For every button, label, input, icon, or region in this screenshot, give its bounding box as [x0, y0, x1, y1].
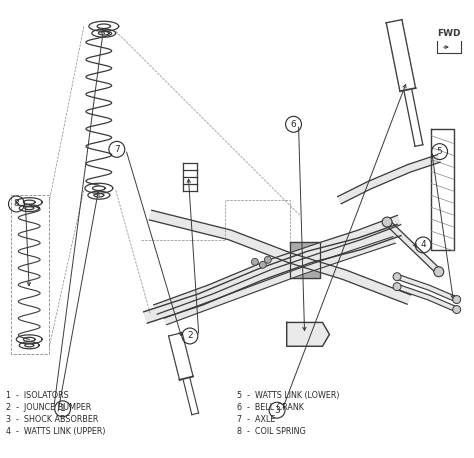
Text: 7  -  AXLE: 7 - AXLE [237, 415, 275, 424]
Text: 5: 5 [437, 147, 443, 156]
Text: 5  -  WATTS LINK (LOWER): 5 - WATTS LINK (LOWER) [237, 392, 339, 400]
Text: 2: 2 [187, 332, 193, 340]
Circle shape [393, 283, 401, 291]
Polygon shape [287, 322, 329, 346]
Polygon shape [386, 20, 416, 91]
Text: 7: 7 [114, 145, 120, 154]
Polygon shape [164, 237, 395, 325]
Polygon shape [154, 215, 401, 314]
Polygon shape [169, 333, 193, 380]
Text: 1: 1 [60, 404, 65, 413]
Text: 6  -  BELL CRANK: 6 - BELL CRANK [237, 403, 304, 412]
Text: 4  -  WATTS LINK (UPPER): 4 - WATTS LINK (UPPER) [6, 427, 106, 436]
Polygon shape [144, 224, 401, 323]
Circle shape [434, 267, 444, 277]
Text: FWD: FWD [437, 29, 461, 38]
Polygon shape [290, 242, 319, 278]
Text: 2  -  JOUNCE BUMPER: 2 - JOUNCE BUMPER [6, 403, 91, 412]
Circle shape [393, 273, 401, 281]
Polygon shape [149, 210, 411, 304]
Circle shape [264, 256, 271, 263]
Text: 1  -  ISOLATORS: 1 - ISOLATORS [6, 392, 69, 400]
Text: 4: 4 [420, 240, 426, 250]
Polygon shape [337, 155, 440, 204]
Text: 8: 8 [14, 200, 19, 208]
Circle shape [251, 258, 258, 265]
Text: 3  -  SHOCK ABSORBER: 3 - SHOCK ABSORBER [6, 415, 99, 424]
Text: 3: 3 [274, 406, 280, 414]
Polygon shape [385, 220, 441, 274]
Circle shape [453, 295, 461, 304]
Text: 8  -  COIL SPRING: 8 - COIL SPRING [237, 427, 306, 436]
Circle shape [259, 262, 266, 268]
Circle shape [453, 305, 461, 313]
Polygon shape [396, 284, 458, 312]
Text: 6: 6 [291, 120, 296, 129]
Polygon shape [396, 274, 458, 302]
Circle shape [382, 217, 392, 227]
